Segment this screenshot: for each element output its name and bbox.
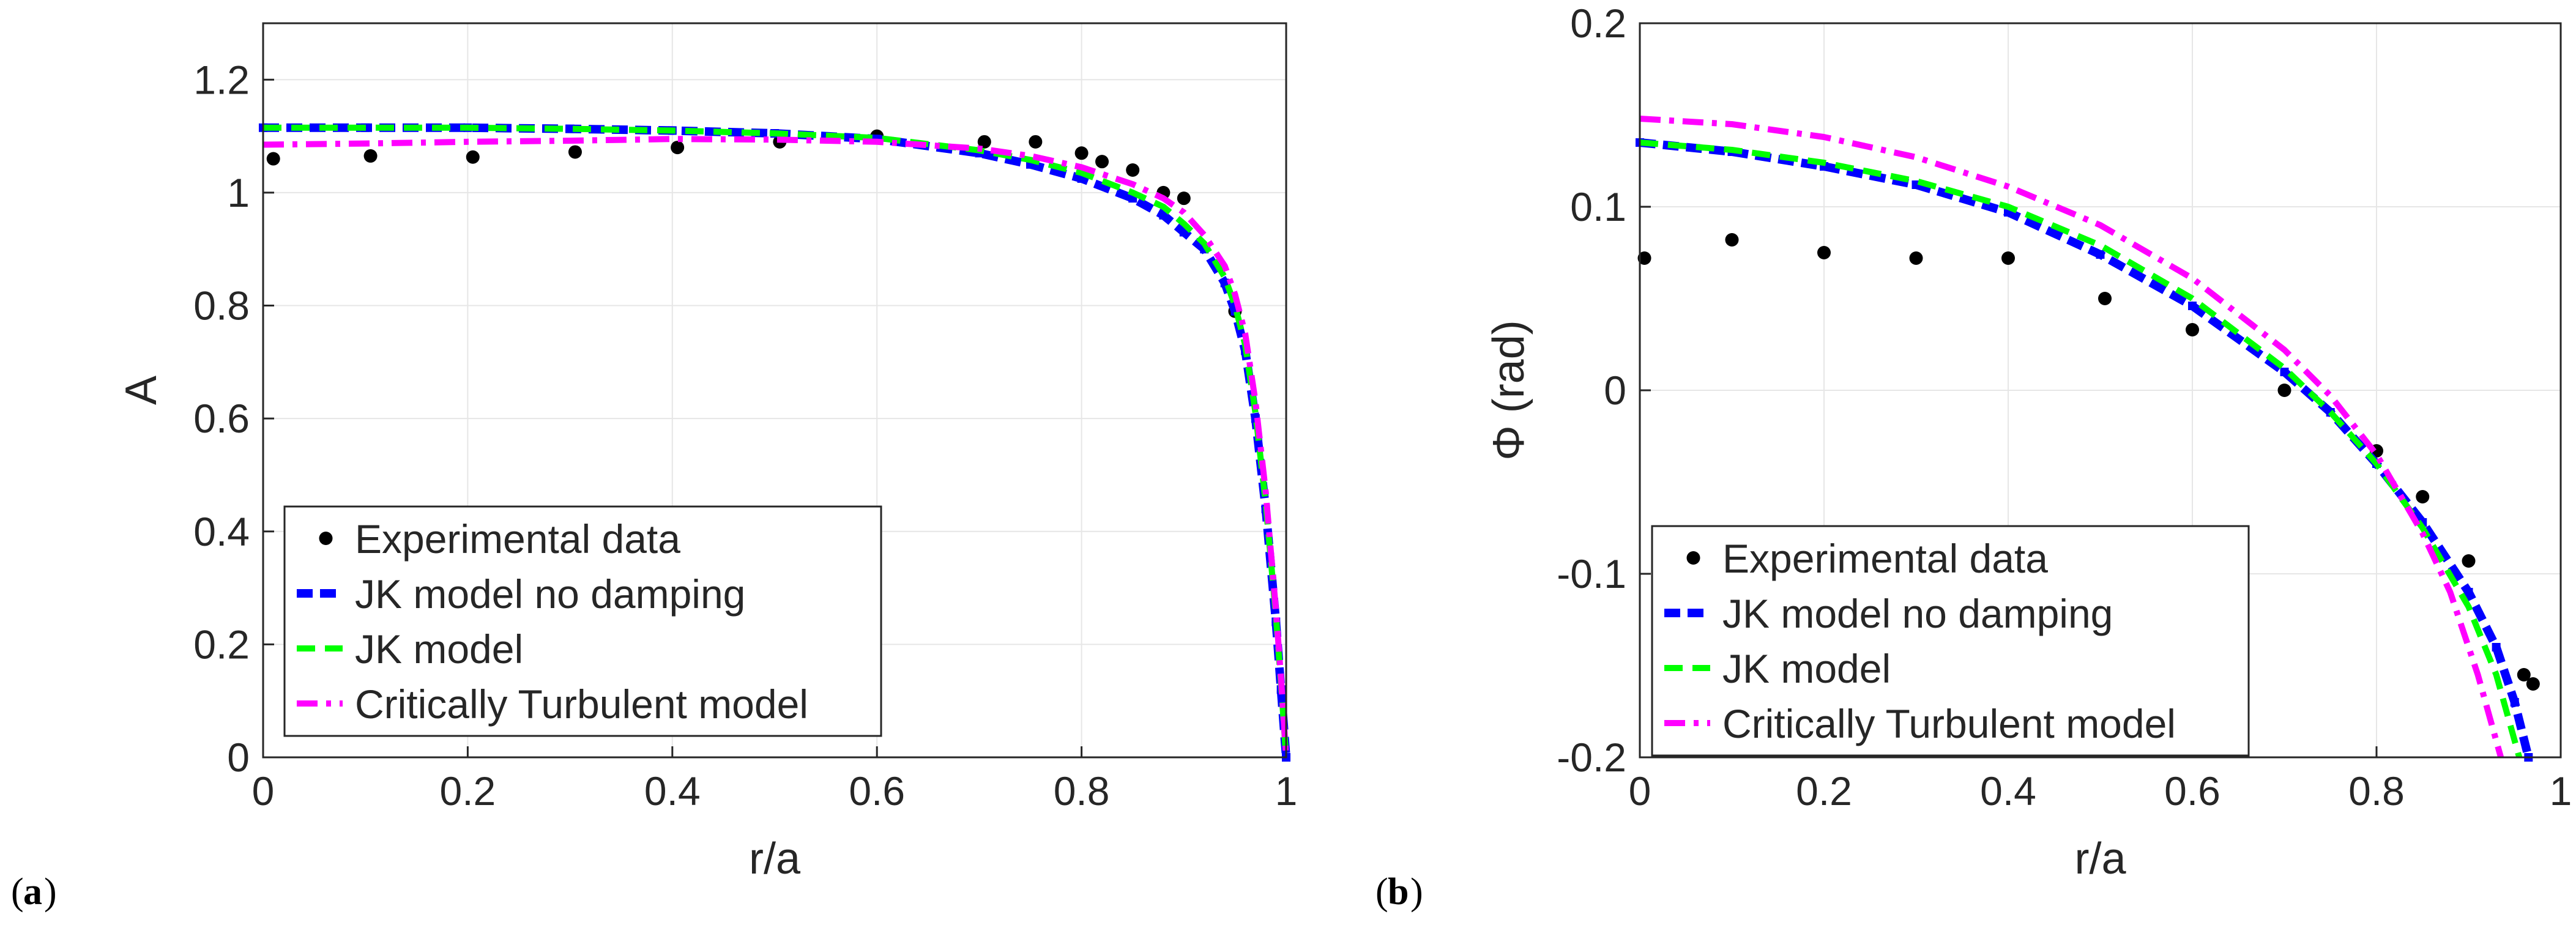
y-tick-label: 0.2 (1570, 1, 1626, 46)
legend-entry: Experimental data (1722, 536, 2048, 581)
legend-entry: Experimental data (355, 516, 680, 562)
y-tick-label: 1 (227, 170, 250, 215)
panel-b-label-open: ( (1375, 871, 1388, 913)
legend-entry: JK model no damping (355, 571, 745, 617)
axes-box (262, 22, 1287, 759)
series-marker (1159, 210, 1168, 220)
x-tick-label: 0 (252, 768, 275, 814)
x-tick-label: 1 (2550, 768, 2572, 814)
data-point (2001, 251, 2015, 265)
legend-box (1651, 525, 2250, 757)
series-marker (2096, 250, 2105, 259)
data-point (977, 135, 991, 149)
series-marker (565, 124, 575, 133)
y-tick-label: -0.2 (1557, 735, 1626, 780)
panel-b-label-close: ) (1410, 871, 1423, 913)
legend-entry: JK model (355, 626, 523, 672)
legend-box (283, 505, 882, 737)
legend-swatch (319, 532, 333, 545)
y-tick-label: 0 (227, 735, 250, 780)
x-tick-label: 1 (1275, 768, 1298, 814)
data-point (1725, 233, 1739, 247)
data-point (1074, 146, 1089, 160)
series-line (1639, 139, 2523, 759)
x-tick-label: 0.8 (2348, 768, 2405, 814)
panel-a-chart: 0 0.2 0.4 0.6 0.8 1 0 0.2 0.4 0.6 0.8 1 1.2 r/a A Exper… (117, 22, 1298, 883)
x-tick-label: 0.2 (1796, 768, 1852, 814)
x-tick-label: 0.4 (1980, 768, 2036, 814)
y-tick-label: 0.6 (193, 396, 250, 441)
data-point (363, 149, 378, 163)
data-point (1637, 251, 1651, 265)
data-point (2098, 292, 2112, 305)
data-point (2517, 668, 2531, 681)
series-marker (2464, 588, 2473, 596)
data-point (2277, 384, 2291, 397)
x-tick-label: 0.8 (1054, 768, 1110, 814)
y-tick-label: 0.4 (193, 509, 250, 554)
legend-swatch (1686, 551, 1700, 565)
legend-entry: JK model (1722, 646, 1891, 691)
series-line (263, 124, 1289, 758)
panel-a-label-close: ) (44, 871, 57, 913)
data-point (2462, 554, 2476, 568)
data-point (2416, 490, 2430, 503)
x-tick-label: 0.2 (440, 768, 496, 814)
series-line (262, 136, 1289, 758)
legend: Experimental data JK model no damping JK m… (1651, 525, 2250, 757)
series-marker (2188, 302, 2197, 310)
x-tick-label: 0.6 (849, 768, 905, 814)
x-tick-label: 0 (1629, 768, 1651, 814)
data-point (671, 141, 685, 155)
data-point (1126, 163, 1140, 177)
series-marker (2510, 698, 2519, 707)
legend-entry: Critically Turbulent model (1722, 701, 2176, 746)
legend-entry: Critically Turbulent model (355, 681, 808, 727)
data-point (2186, 323, 2199, 336)
data-point (2526, 677, 2540, 691)
x-tick-label: 0.4 (644, 768, 701, 814)
data-point (568, 145, 582, 159)
legend-entry: JK model no damping (1722, 591, 2113, 636)
y-tick-label: -0.1 (1557, 551, 1626, 596)
data-point (266, 152, 280, 166)
series-marker (2492, 643, 2501, 651)
panel-a-label: a (23, 871, 42, 913)
legend: Experimental data JK model no damping JK m… (283, 505, 882, 737)
data-point (1177, 191, 1191, 206)
series-marker (2280, 368, 2289, 376)
y-tick-label: 0.2 (193, 622, 250, 667)
y-tick-label: 1.2 (193, 57, 250, 102)
y-tick-label: 0 (1604, 368, 1626, 413)
y-tick-label: 0.1 (1570, 184, 1626, 229)
data-point (1095, 155, 1109, 169)
x-axis-label: r/a (2074, 834, 2126, 883)
data-point (466, 150, 480, 164)
data-point (1029, 135, 1043, 149)
panel-b-chart: 0 0.2 0.4 0.6 0.8 1 -0.2 -0.1 0 0.1 0.2 r/a Φ (rad) E… (1484, 1, 2572, 883)
x-tick-label: 0.6 (2164, 768, 2220, 814)
panel-b-label: b (1388, 871, 1409, 913)
x-axis-label: r/a (749, 834, 801, 883)
data-point (1909, 251, 1923, 265)
series-line (1639, 138, 2533, 759)
panel-a-label-open: ( (11, 871, 24, 913)
y-axis-label: Φ (rad) (1484, 320, 1533, 460)
series-line (1639, 116, 2504, 759)
y-axis-label: A (117, 376, 166, 405)
data-point (1817, 246, 1831, 259)
y-tick-label: 0.8 (193, 283, 250, 329)
